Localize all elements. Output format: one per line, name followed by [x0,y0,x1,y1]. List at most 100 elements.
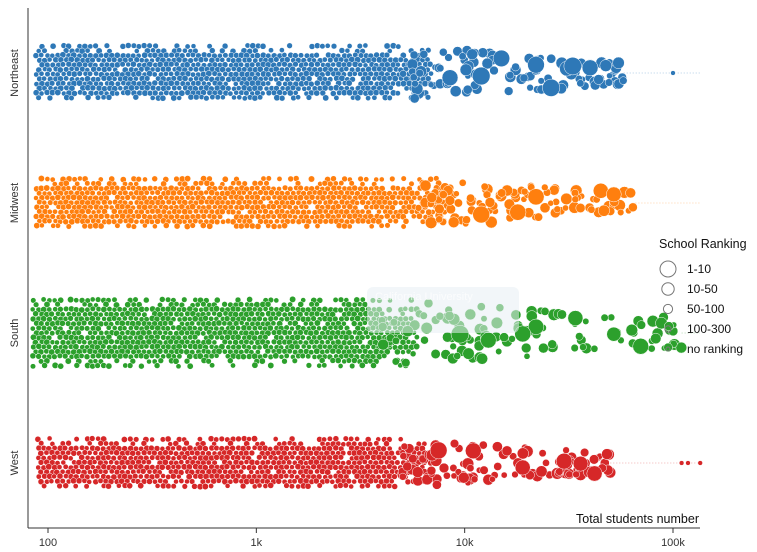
dot-west[interactable] [113,449,120,456]
dot-northeast[interactable] [84,94,92,101]
dot-midwest[interactable] [426,192,438,203]
dot-south[interactable] [449,342,457,351]
dot-midwest[interactable] [270,213,277,220]
dot-south[interactable] [303,320,309,327]
dot-south[interactable] [32,310,39,317]
dot-large-midwest[interactable] [472,205,490,224]
dot-west[interactable] [83,483,90,490]
dot-south[interactable] [181,315,188,323]
dot-south[interactable] [111,296,118,303]
dot-northeast[interactable] [372,89,380,96]
dot-northeast[interactable] [419,49,429,59]
dot-northeast[interactable] [386,75,393,82]
dot-northeast[interactable] [227,90,234,97]
dot-south[interactable] [51,353,58,360]
dot-west[interactable] [565,470,574,479]
dot-northeast[interactable] [314,42,321,49]
dot-south[interactable] [256,315,263,322]
dot-midwest[interactable] [217,213,223,220]
dot-northeast[interactable] [119,43,127,50]
dot-south[interactable] [154,353,161,359]
dot-midwest[interactable] [289,218,296,225]
dot-midwest[interactable] [44,176,51,182]
dot-northeast[interactable] [68,95,75,101]
dot-west[interactable] [500,471,508,479]
dot-west[interactable] [73,436,80,443]
dot-west[interactable] [108,449,115,456]
dot-midwest[interactable] [453,190,460,197]
dot-northeast[interactable] [95,94,101,101]
dot-west[interactable] [140,468,147,475]
dot-south[interactable] [156,347,164,355]
dot-west[interactable] [46,435,53,442]
dot-west[interactable] [337,482,344,489]
dot-west[interactable] [75,477,83,485]
dot-midwest[interactable] [363,204,370,211]
dot-west[interactable] [256,454,263,461]
dot-south[interactable] [283,352,290,359]
dot-west[interactable] [272,436,279,442]
dot-midwest[interactable] [400,223,407,230]
dot-northeast[interactable] [371,75,378,82]
dot-west[interactable] [450,472,458,480]
dot-northeast[interactable] [251,94,259,102]
dot-south[interactable] [547,339,557,350]
dot-midwest[interactable] [46,217,53,224]
dot-midwest[interactable] [341,204,347,210]
dot-south[interactable] [116,306,123,313]
dot-northeast[interactable] [231,94,237,101]
dot-west[interactable] [154,483,161,489]
dot-northeast[interactable] [111,56,118,63]
dot-west[interactable] [149,436,155,443]
dot-midwest[interactable] [39,222,45,229]
dot-northeast[interactable] [511,62,520,72]
dot-midwest[interactable] [392,218,399,225]
dot-midwest[interactable] [403,189,410,197]
dot-west[interactable] [337,454,344,461]
dot-west[interactable] [394,459,401,466]
dot-south[interactable] [409,350,417,358]
dot-midwest[interactable] [314,223,321,229]
dot-northeast[interactable] [426,60,434,68]
dot-west[interactable] [63,473,69,479]
dot-west[interactable] [92,478,99,485]
dot-northeast[interactable] [281,90,288,96]
dot-northeast[interactable] [241,95,248,102]
dot-midwest[interactable] [84,218,91,225]
dot-midwest[interactable] [458,178,467,187]
dot-midwest[interactable] [135,176,142,183]
dot-northeast[interactable] [281,61,288,68]
dot-northeast[interactable] [54,89,62,96]
dot-midwest[interactable] [575,203,586,213]
dot-northeast[interactable] [346,43,353,49]
dot-south[interactable] [84,334,91,341]
dot-south[interactable] [251,361,259,369]
dot-northeast[interactable] [111,76,118,82]
dot-west[interactable] [289,454,296,461]
dot-south[interactable] [108,338,115,345]
dot-northeast[interactable] [76,70,83,77]
dot-south[interactable] [89,296,96,303]
dot-northeast[interactable] [159,94,167,102]
dot-south[interactable] [356,338,363,345]
dot-midwest[interactable] [238,222,245,230]
dot-northeast[interactable] [243,90,250,97]
dot-south[interactable] [227,339,233,346]
dot-west[interactable] [143,473,150,480]
dot-south[interactable] [64,357,72,365]
dot-west[interactable] [348,483,354,490]
dot-west[interactable] [470,475,479,484]
dot-south[interactable] [329,357,336,364]
dot-south[interactable] [272,352,280,360]
dot-midwest[interactable] [65,203,72,210]
dot-midwest[interactable] [36,198,43,206]
dot-west[interactable] [251,444,258,451]
dot-west[interactable] [288,483,295,490]
dot-northeast[interactable] [449,85,462,98]
dot-midwest[interactable] [270,223,278,230]
dot-midwest[interactable] [154,218,161,225]
dot-south[interactable] [283,305,291,313]
dot-south[interactable] [600,313,609,322]
dot-west[interactable] [65,440,72,447]
dot-south[interactable] [523,352,531,360]
